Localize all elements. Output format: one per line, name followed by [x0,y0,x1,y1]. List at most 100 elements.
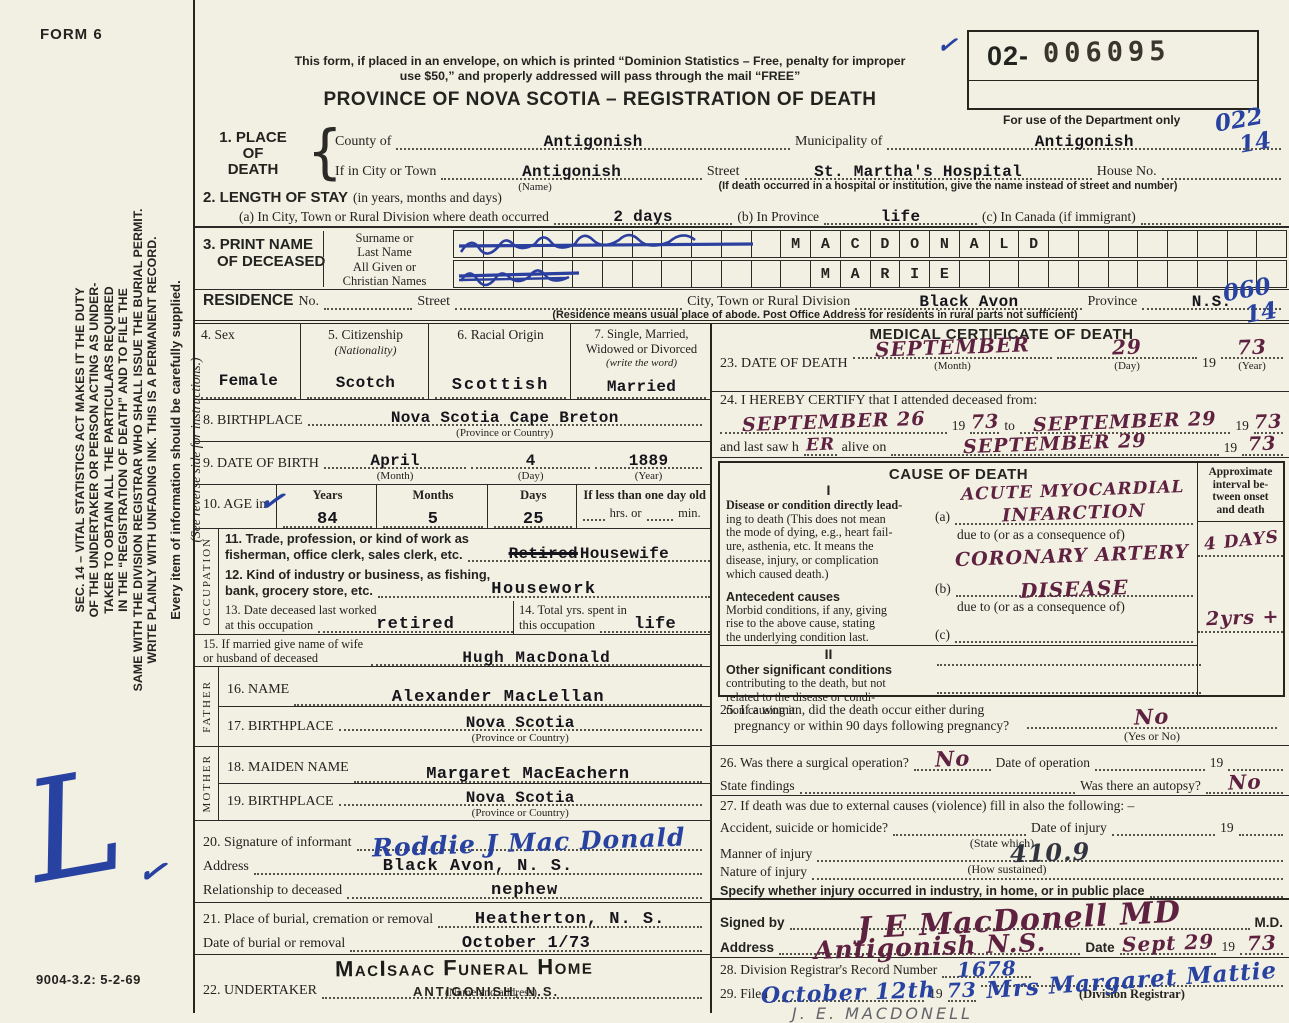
father-name-field: Alexander MacLellan [294,676,702,706]
duty-line: IN THE “REGISTRATION OF DEATH” AND TO FI… [116,288,131,612]
filed-year-field: 73 [946,977,977,1002]
cause-b-label: (b) [935,581,951,596]
dod-19: 19 [1202,356,1216,371]
letter-cell [1168,231,1198,257]
residence-province-value: N.S. [1191,293,1232,311]
label-text: Christian Names [342,273,427,288]
dob-day-field: 4 [471,442,591,469]
row-industry: 12. Kind of industry or business, as fis… [219,565,710,601]
residence-province-label: Province [1087,294,1138,309]
label-text: interval be- [1212,478,1269,491]
signed-date-label: Date [1085,940,1115,955]
citizenship-field: Scotch [307,357,424,399]
burial-date-value: October 1/73 [461,934,591,953]
operation-year-field [1228,749,1283,771]
label-text: or husband of deceased [203,650,319,665]
cause-a-label: (a) [935,509,950,524]
certify-from-year-field: 73 [970,410,1000,434]
city-name-sub: (Name) [518,181,552,193]
letter-cell [1257,231,1286,257]
roman-two: II [824,645,833,662]
last-worked-field: retired [318,616,513,633]
age-min-field [646,503,674,521]
signed-date: Sept 29 [1121,929,1215,957]
section-length-of-stay: 2. LENGTH OF STAY (in years, months and … [195,189,1289,228]
letter-cell: I [900,261,930,287]
registrar-block: 28. Division Registrar's Record Number 1… [712,956,1289,1023]
label-text: PLACE [235,129,287,146]
desc-line: contributing to the death, but not [726,675,886,690]
lastsaw-value: SEPTEMBER 29 [962,429,1148,459]
serial-number: 006095 [1042,35,1171,69]
letter-cell [781,261,811,287]
marital-value: Married [606,378,677,396]
certify-from-year: 73 [970,410,1000,434]
desc-line: the mode of dying, e.g., heart fail- [726,525,893,540]
cause-a-hw2: INFARCTION [1001,500,1147,527]
interval-column: Approximate interval be- tween onset and… [1197,463,1283,695]
duty-line: TAKER TO OBTAIN ALL THE PARTICULARS REQU… [101,286,116,614]
desc-line: rise to the above cause, stating [726,616,875,631]
label-text: Approximate [1208,466,1273,478]
filed-date-field: October 12th [761,977,937,1009]
municipality-value: Antigonish [1034,133,1134,151]
age-min-label: min. [678,506,701,520]
letter-cell: R [871,261,901,287]
stay-c-field [1140,205,1281,225]
due-to-b: due to (or as a consequence of) [957,599,1125,614]
industry-label-2: bank, grocery store, etc. [225,583,373,598]
total-years-value: life [634,615,677,634]
father-bp-sub: (Province or Country) [471,731,569,744]
findings-field [799,772,1076,795]
desc-line: disease, injury, or complication [726,552,879,567]
stay-b-value: life [880,208,921,226]
desc-line: ure, asthenia, etc. It means the [726,539,874,554]
place-of-death-label: 1. PLACE OF DEATH [203,130,303,177]
certify-to-field: SEPTEMBER 29 [1019,408,1231,436]
municipality-field: Antigonish [887,126,1282,151]
desc-line: Disease or condition directly lead- [726,497,903,512]
left-margin: FORM 6 SEC. 14 – VITAL STATISTICS ACT MA… [0,0,203,1013]
city-town-label: If in City or Town [335,164,437,179]
letter-cell: A [811,231,841,257]
age-months-cell: Months 5 [377,485,489,528]
birthplace-sub: (Province or Country) [456,426,554,439]
letter-cell: M [811,261,841,287]
manner-field: 410.9 [817,837,1283,868]
letter-cell [990,261,1020,287]
cause-of-death-box: CAUSE OF DEATH I Disease or condition di… [718,461,1285,717]
dob-month-sub: (Month) [376,469,414,482]
row-birthplace: 8. BIRTHPLACE Nova Scotia Cape Breton (P… [195,400,710,442]
form-header: This form, if placed in an envelope, on … [195,0,1289,159]
label-text: All Given or [352,260,417,274]
relationship-value: nephew [490,881,559,900]
row-maiden-name: 18. MAIDEN NAME Margaret MacEachern [219,747,710,784]
duty-line: OF THE UNDERTAKER OR PERSON ACTING AS UN… [87,282,102,618]
residence-note: (Residence means usual place of abode. P… [552,309,1078,321]
sidebar-duty-text: SEC. 14 – VITAL STATISTICS ACT MAKES IT … [73,170,203,730]
filed-date: October 12th [760,976,937,1010]
spouse-label: 15. If married give name of wife or husb… [203,637,363,665]
informant-block: 20. Signature of informant Roddie J Mac … [195,821,710,903]
age-days-field: 25 [494,503,573,528]
other-conditions-desc: II Other significant conditions contribu… [720,645,933,717]
residence-city-label: City, Town or Rural Division [687,294,851,309]
letter-cell [1138,231,1168,257]
mother-bp-field: Nova Scotia [338,786,702,806]
trade-label-2: fisherman, office clerk, sales clerk, et… [225,547,463,562]
row-signed: Signed by J E MacDonell MD M.D. Address … [712,895,1289,965]
autopsy-label: Was there an autopsy? [1080,778,1201,794]
citizenship-label: 5. Citizenship [328,327,403,342]
label-text: OF [242,144,264,162]
filed-19: 19 [929,986,943,1001]
desc-line: the underlying condition last. [726,630,869,645]
desc-line: Morbid conditions, if any, giving [726,602,888,617]
certify-to-year-field: 73 [1254,411,1283,434]
informant-sig-field: Roddie J Mac Donald [356,823,702,862]
letter-cell [1168,261,1198,287]
citizenship-value: Scotch [335,374,396,392]
manner-label: Manner of injury [720,846,813,861]
mail-note-line2: use $50,” and properly addressed will pa… [399,69,801,84]
desc-line: tion causing it. [726,703,799,718]
other-conditions-lines [933,646,1201,701]
